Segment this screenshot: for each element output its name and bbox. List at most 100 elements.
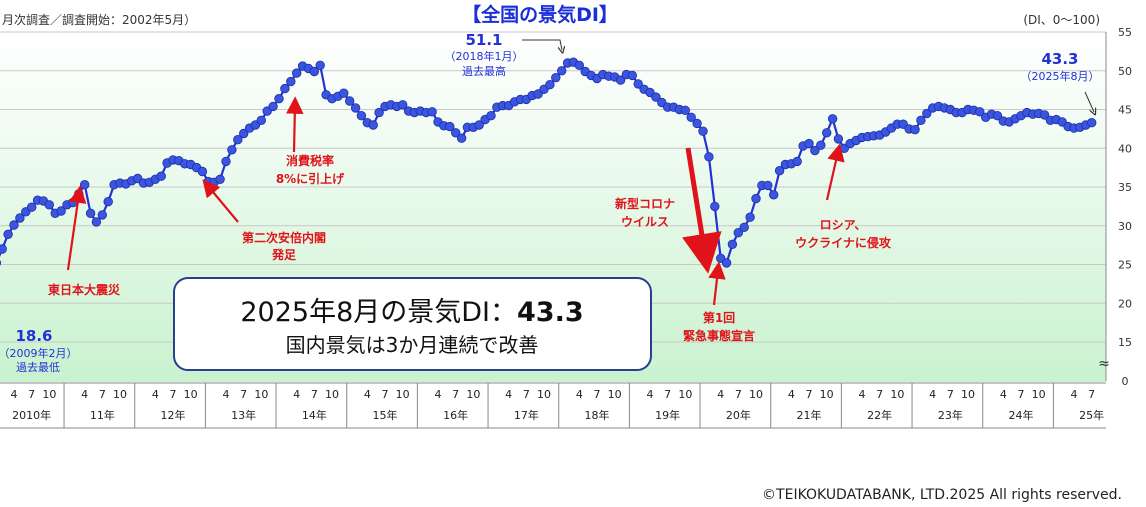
survey-note: 月次調査／調査開始：2002年5月） <box>2 13 196 27</box>
arrow-emergency <box>708 261 726 306</box>
axis-break-symbol: ≈ <box>1098 356 1110 372</box>
data-point <box>68 197 78 208</box>
x-month-tick-label: 10 <box>396 388 410 401</box>
x-month-tick-label: 7 <box>170 388 177 401</box>
x-month-tick-label: 4 <box>929 388 936 401</box>
summary-box: 2025年8月の景気DI：43.3 国内景気は3か月連続で改善 <box>173 277 652 371</box>
data-point <box>833 134 844 144</box>
data-point <box>227 145 237 155</box>
x-month-tick-label: 10 <box>537 388 551 401</box>
y-tick-label: 15 <box>1118 336 1132 349</box>
low-value: 18.6 <box>15 327 52 345</box>
x-year-label: 23年 <box>938 408 963 422</box>
data-point <box>551 72 561 83</box>
x-month-tick-label: 4 <box>364 388 371 401</box>
x-month-tick-label: 10 <box>184 388 198 401</box>
data-point <box>286 76 296 87</box>
data-point <box>910 124 920 135</box>
data-point <box>309 66 320 77</box>
data-point <box>704 152 714 162</box>
y-tick-label: 35 <box>1118 181 1132 194</box>
y-tick-label: 40 <box>1118 142 1132 155</box>
x-month-tick-label: 4 <box>223 388 230 401</box>
label-tax-1: 消費税率 <box>286 153 334 168</box>
summary-headline: 2025年8月の景気DI：43.3 <box>240 297 583 328</box>
x-month-tick-label: 10 <box>890 388 904 401</box>
data-point <box>804 138 814 149</box>
data-point <box>827 114 838 124</box>
x-month-tick-label: 4 <box>81 388 88 401</box>
data-point <box>1039 110 1050 120</box>
latest-value: 43.3 <box>1041 50 1078 68</box>
x-month-tick-label: 10 <box>749 388 763 401</box>
data-point <box>97 210 108 220</box>
x-year-label: 15年 <box>373 408 398 422</box>
data-point <box>356 110 367 121</box>
data-point <box>721 258 732 268</box>
data-point <box>339 88 349 98</box>
arrow-tax <box>286 96 304 153</box>
data-point <box>44 200 55 210</box>
x-month-tick-label: 7 <box>876 388 883 401</box>
label-earthquake: 東日本大震災 <box>48 282 121 297</box>
data-point <box>822 128 832 138</box>
arrow-abe <box>202 179 239 223</box>
x-month-tick-label: 7 <box>382 388 389 401</box>
data-point <box>0 260 1 266</box>
x-month-tick-label: 10 <box>608 388 622 401</box>
label-tax-2: 8%に引上げ <box>276 171 345 186</box>
y-tick-label: 0 <box>1122 375 1129 388</box>
data-point <box>238 128 249 139</box>
arrow-latest <box>1084 91 1094 112</box>
x-month-tick-label: 10 <box>820 388 834 401</box>
y-tick-label: 45 <box>1118 104 1132 117</box>
label-abe-1: 第二次安倍内閣 <box>242 230 326 245</box>
data-point <box>710 201 720 212</box>
y-axis: 0 15 20 25 30 35 40 45 50 55 <box>1105 26 1132 388</box>
data-point <box>633 79 643 89</box>
x-month-tick-label: 4 <box>576 388 583 401</box>
chart-title: 【全国の景気DI】 <box>462 3 618 26</box>
label-russia-1: ロシア、 <box>820 218 867 232</box>
data-point <box>274 93 284 104</box>
x-month-tick-label: 10 <box>466 388 480 401</box>
x-month-tick-label: 7 <box>28 388 35 401</box>
data-point <box>474 120 484 130</box>
x-month-tick-label: 4 <box>435 388 442 401</box>
summary-headline-prefix: 2025年8月の景気DI： <box>240 297 517 328</box>
x-month-tick-label: 10 <box>42 388 56 401</box>
data-point <box>1086 117 1097 128</box>
latest-date: （2025年8月） <box>1021 69 1100 83</box>
label-emergency-1: 第1回 <box>703 310 735 325</box>
x-year-label: 20年 <box>726 408 751 422</box>
x-year-label: 17年 <box>514 408 539 422</box>
y-tick-label: 50 <box>1118 65 1132 78</box>
x-year-label: 13年 <box>231 408 256 422</box>
data-point <box>398 100 408 110</box>
data-point <box>79 179 90 190</box>
x-month-tick-label: 4 <box>788 388 795 401</box>
x-month-tick-label: 10 <box>254 388 268 401</box>
x-year-label: 16年 <box>443 408 468 422</box>
data-point <box>456 133 467 143</box>
x-month-tick-label: 7 <box>1018 388 1025 401</box>
x-month-tick-label: 10 <box>325 388 339 401</box>
summary-headline-value: 43.3 <box>517 297 584 328</box>
data-point <box>56 206 66 216</box>
annotation-labels: 東日本大震災 第二次安倍内閣 発足 消費税率 8%に引上げ 新型コロナ ウイルス… <box>48 153 892 343</box>
x-year-label: 2010年 <box>12 408 51 422</box>
data-point <box>751 193 761 204</box>
low-label: 過去最低 <box>16 361 60 374</box>
data-point <box>85 208 96 219</box>
data-point <box>103 196 113 207</box>
x-month-tick-label: 7 <box>311 388 318 401</box>
data-point <box>975 107 985 117</box>
x-month-tick-label: 4 <box>1000 388 1007 401</box>
data-point <box>916 115 926 126</box>
high-value: 51.1 <box>465 31 502 49</box>
data-point <box>221 156 231 167</box>
x-year-label: 21年 <box>797 408 822 422</box>
y-tick-label: 20 <box>1118 297 1132 310</box>
